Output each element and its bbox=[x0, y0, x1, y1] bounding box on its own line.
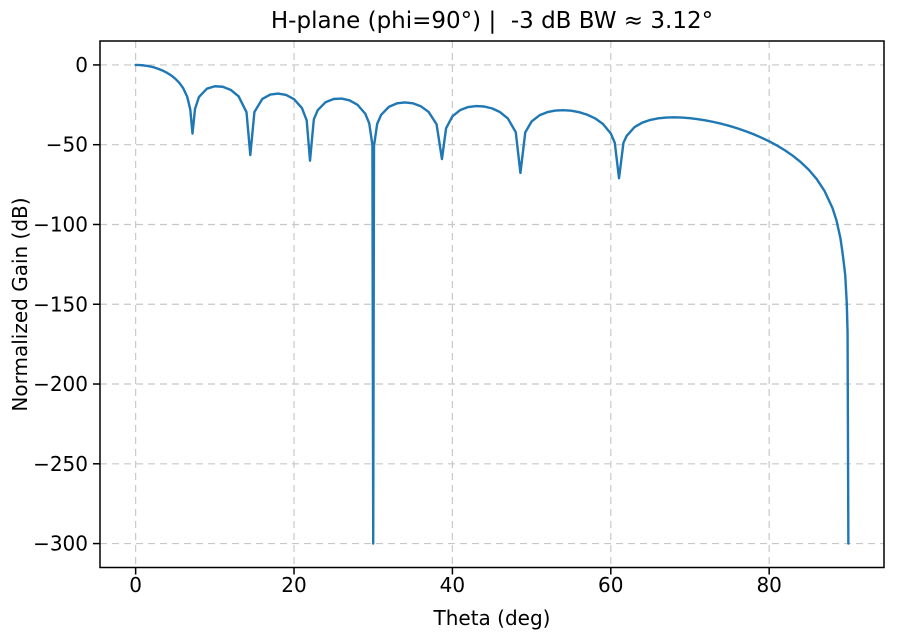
y-axis-label: Normalized Gain (dB) bbox=[8, 197, 32, 411]
gain-curve bbox=[134, 63, 850, 545]
y-tick-label: 0 bbox=[75, 53, 88, 77]
x-tick-label: 20 bbox=[281, 573, 306, 597]
y-tick-label: −100 bbox=[33, 212, 88, 236]
y-tick-label: −200 bbox=[33, 372, 88, 396]
y-tick-label: −150 bbox=[33, 292, 88, 316]
x-tick-label: 0 bbox=[129, 573, 142, 597]
y-tick-label: −50 bbox=[46, 133, 88, 157]
grid-layer bbox=[100, 41, 884, 568]
y-tick-label: −300 bbox=[33, 532, 88, 556]
y-tick-label: −250 bbox=[33, 452, 88, 476]
x-tick-label: 60 bbox=[598, 573, 623, 597]
x-tick-label: 40 bbox=[440, 573, 465, 597]
x-tick-label: 80 bbox=[756, 573, 781, 597]
tick-layer: 0 20 40 60 80 0 −50 −100 −150 −200 −250 −300 bbox=[33, 53, 782, 597]
chart-title: H-plane (phi=90°) | -3 dB BW ≈ 3.12° bbox=[271, 8, 713, 34]
x-axis-label: Theta (deg) bbox=[433, 606, 551, 630]
